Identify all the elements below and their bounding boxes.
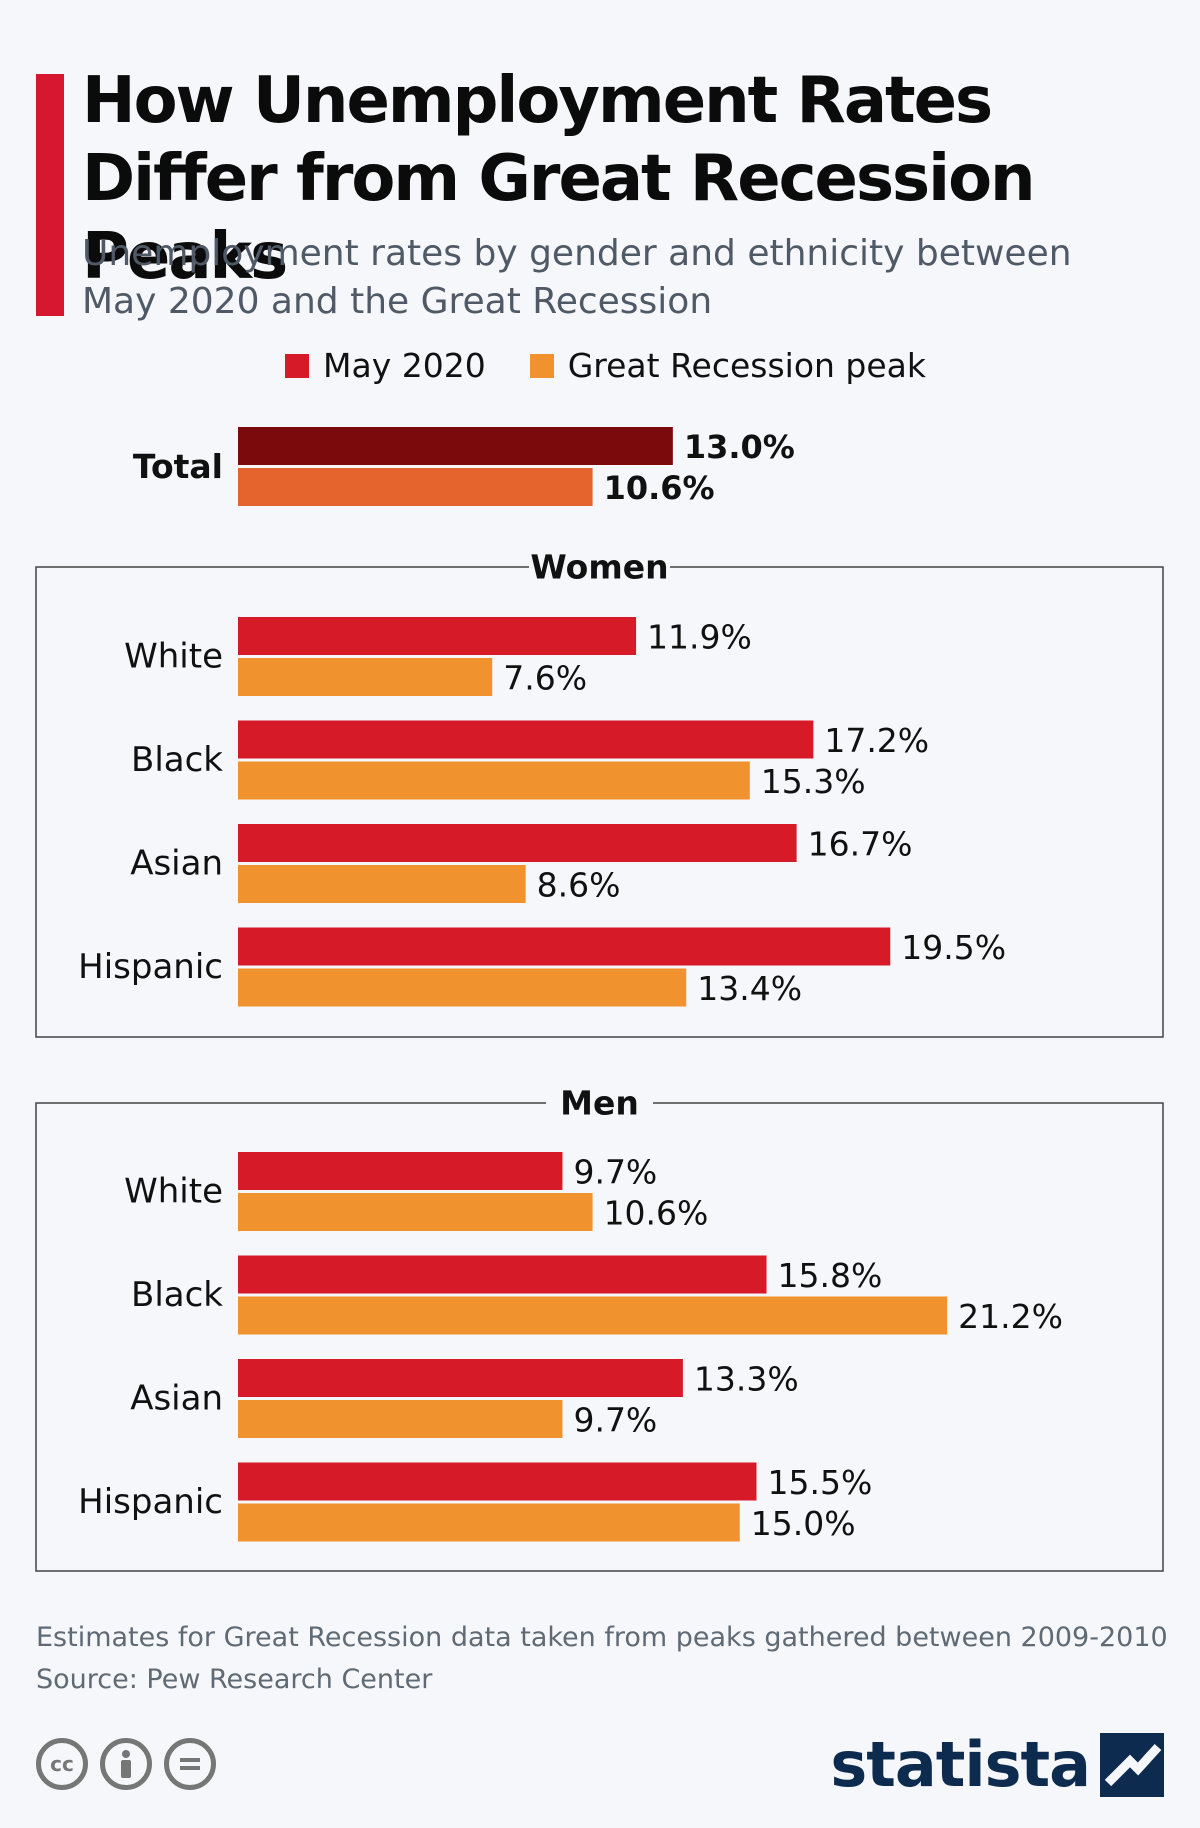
bar-men-asian-may2020 [238, 1359, 683, 1397]
category-label-women-asian: Asian [130, 844, 223, 884]
category-label-women-hispanic: Hispanic [78, 947, 223, 987]
value-label-women-asian-recession: 8.6% [537, 866, 621, 905]
bar-men-white-recession [238, 1193, 593, 1231]
footnote: Estimates for Great Recession data taken… [36, 1617, 1186, 1701]
category-label-men-hispanic: Hispanic [78, 1482, 223, 1522]
group-title-women: Women [530, 548, 668, 587]
value-label-women-black-recession: 15.3% [761, 762, 866, 801]
bar-women-hispanic-may2020 [238, 927, 891, 966]
accent-bar [36, 74, 64, 316]
group-frame-women [35, 566, 1164, 1038]
value-label-total-total-recession: 10.6% [604, 469, 715, 507]
statista-mark-icon [1100, 1733, 1164, 1797]
category-label-men-asian: Asian [130, 1379, 223, 1419]
legend-item-recession: Great Recession peak [529, 346, 926, 385]
legend-swatch-may2020 [285, 353, 309, 378]
category-label-women-black: Black [131, 740, 223, 780]
category-label-men-black: Black [131, 1275, 223, 1315]
value-label-total-total-may2020: 13.0% [684, 428, 795, 466]
value-label-women-hispanic-may2020: 19.5% [901, 928, 1006, 967]
group-title-men: Men [560, 1084, 639, 1123]
value-label-women-black-may2020: 17.2% [824, 721, 929, 760]
bar-men-asian-recession [238, 1400, 563, 1438]
value-label-men-asian-recession: 9.7% [573, 1401, 657, 1440]
category-label-men-white: White [124, 1172, 223, 1212]
value-label-men-black-recession: 21.2% [958, 1297, 1063, 1336]
legend-item-may2020: May 2020 [285, 346, 486, 385]
value-label-men-hispanic-recession: 15.0% [751, 1504, 856, 1543]
attribution-icon [100, 1738, 152, 1790]
legend-label-recession: Great Recession peak [567, 346, 926, 385]
bar-men-hispanic-recession [238, 1503, 740, 1542]
bar-women-asian-recession [238, 865, 526, 903]
category-label-total-total: Total [133, 447, 223, 486]
footnote-source: Source: Pew Research Center [36, 1664, 433, 1695]
legend-label-may2020: May 2020 [323, 346, 486, 385]
chart-title: How Unemployment Rates Differ from Great… [82, 64, 1036, 294]
no-derivatives-icon [164, 1738, 216, 1790]
license-icons: cc [36, 1738, 216, 1790]
value-label-women-hispanic-recession: 13.4% [697, 969, 802, 1008]
category-label-women-white: White [124, 637, 223, 677]
legend: May 2020 Great Recession peak [285, 346, 926, 385]
bar-women-black-may2020 [238, 720, 814, 759]
value-label-men-white-may2020: 9.7% [573, 1153, 657, 1192]
value-label-women-asian-may2020: 16.7% [808, 825, 913, 864]
value-label-men-asian-may2020: 13.3% [694, 1360, 799, 1399]
footnote-note: Estimates for Great Recession data taken… [36, 1622, 1168, 1653]
bar-women-asian-may2020 [238, 824, 797, 862]
value-label-men-hispanic-may2020: 15.5% [767, 1463, 872, 1502]
bar-men-white-may2020 [238, 1152, 563, 1190]
legend-swatch-recession [529, 353, 554, 378]
bar-total-total-recession [238, 468, 593, 506]
value-label-men-black-may2020: 15.8% [778, 1256, 883, 1295]
bar-women-white-may2020 [238, 617, 637, 655]
value-label-women-white-may2020: 11.9% [647, 618, 752, 657]
bar-women-hispanic-recession [238, 968, 687, 1007]
bar-men-hispanic-may2020 [238, 1462, 757, 1501]
bar-total-total-may2020 [238, 427, 673, 465]
bar-men-black-recession [238, 1296, 948, 1335]
value-label-men-white-recession: 10.6% [604, 1194, 709, 1233]
cc-icon: cc [36, 1738, 88, 1790]
value-label-women-white-recession: 7.6% [503, 659, 587, 698]
group-frame-men [35, 1102, 1164, 1572]
bar-women-black-recession [238, 761, 750, 800]
bar-women-white-recession [238, 658, 493, 696]
statista-wordmark: statista [830, 1728, 1091, 1801]
bar-men-black-may2020 [238, 1255, 767, 1294]
chart-subtitle: Unemployment rates by gender and ethnici… [82, 233, 1072, 322]
statista-logo: statista [830, 1730, 1164, 1800]
